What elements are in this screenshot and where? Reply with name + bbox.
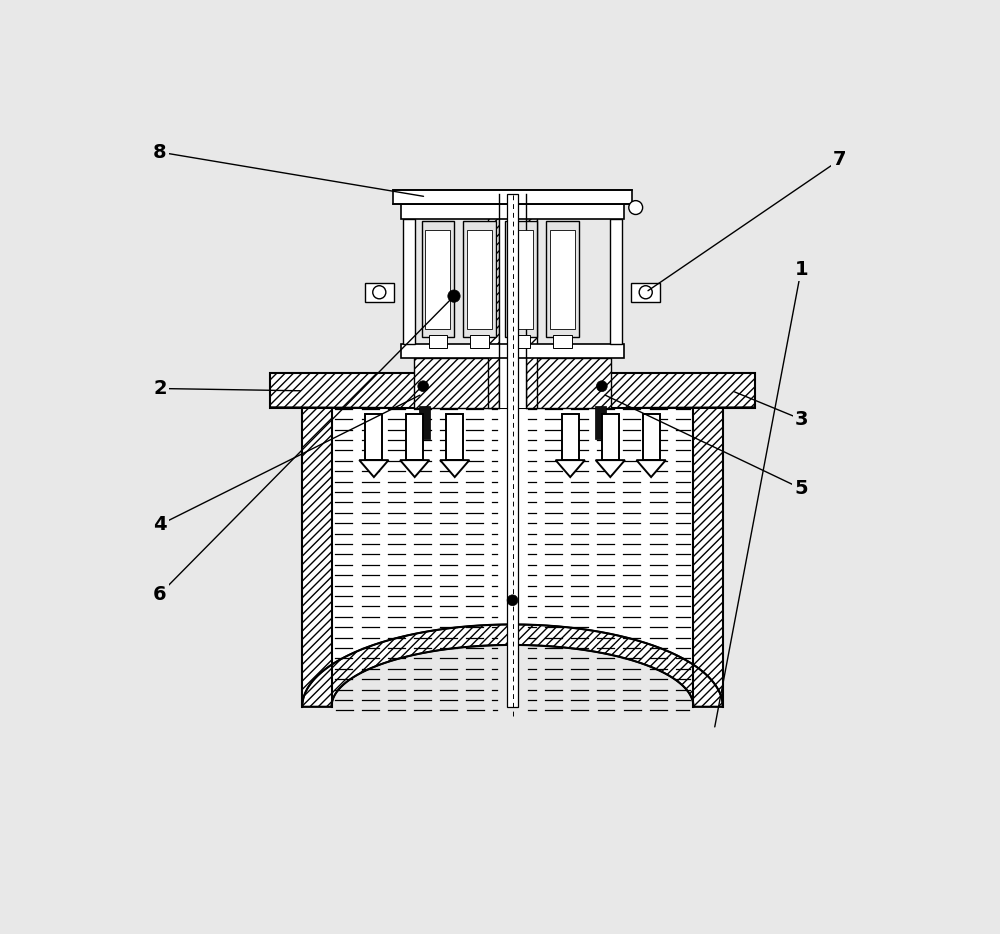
- Bar: [602, 414, 619, 460]
- Bar: [562, 414, 579, 460]
- Polygon shape: [440, 460, 469, 477]
- Bar: [643, 414, 660, 460]
- Bar: [393, 190, 632, 204]
- Bar: [401, 344, 624, 358]
- Text: 3: 3: [795, 410, 808, 429]
- Text: 6: 6: [153, 585, 167, 603]
- Bar: [446, 414, 463, 460]
- Bar: [467, 230, 492, 329]
- Polygon shape: [400, 460, 429, 477]
- Bar: [610, 219, 622, 344]
- Bar: [512, 335, 530, 348]
- Circle shape: [596, 381, 607, 391]
- Bar: [499, 193, 526, 408]
- Circle shape: [507, 595, 518, 605]
- Polygon shape: [488, 193, 499, 408]
- Polygon shape: [359, 460, 389, 477]
- Bar: [631, 283, 660, 302]
- Text: 8: 8: [153, 143, 167, 162]
- Bar: [365, 283, 394, 302]
- Circle shape: [373, 286, 386, 299]
- Bar: [546, 220, 579, 337]
- Bar: [505, 220, 537, 337]
- Bar: [595, 406, 606, 439]
- Bar: [470, 335, 489, 348]
- Text: 5: 5: [794, 479, 808, 498]
- Polygon shape: [302, 625, 723, 706]
- Bar: [507, 193, 518, 706]
- Bar: [553, 335, 572, 348]
- Bar: [429, 335, 447, 348]
- Text: 4: 4: [153, 516, 167, 534]
- Text: 2: 2: [153, 379, 167, 398]
- Polygon shape: [302, 408, 332, 706]
- Circle shape: [448, 290, 460, 303]
- Bar: [419, 406, 430, 439]
- Bar: [401, 204, 624, 219]
- Text: 7: 7: [833, 150, 847, 169]
- Circle shape: [418, 381, 429, 391]
- Text: 1: 1: [794, 260, 808, 278]
- Polygon shape: [270, 373, 755, 408]
- Bar: [422, 220, 454, 337]
- Bar: [403, 219, 415, 344]
- Polygon shape: [332, 408, 693, 706]
- Circle shape: [639, 286, 652, 299]
- Polygon shape: [693, 408, 723, 706]
- Polygon shape: [596, 460, 625, 477]
- Bar: [509, 230, 533, 329]
- Polygon shape: [636, 460, 666, 477]
- Polygon shape: [414, 358, 496, 408]
- Circle shape: [629, 201, 643, 215]
- Bar: [425, 230, 450, 329]
- Bar: [365, 414, 382, 460]
- Bar: [550, 230, 575, 329]
- Polygon shape: [526, 193, 537, 408]
- Bar: [463, 220, 496, 337]
- Bar: [406, 414, 423, 460]
- Polygon shape: [556, 460, 585, 477]
- Polygon shape: [529, 358, 611, 408]
